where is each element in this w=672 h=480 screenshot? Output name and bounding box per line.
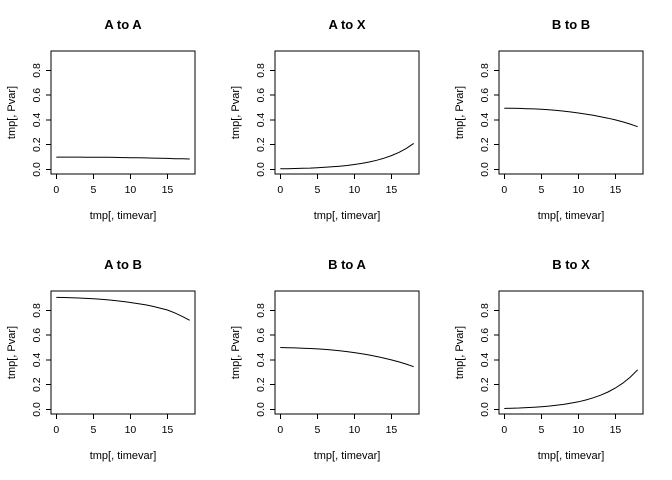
y-tick-label: 0.8 (255, 303, 267, 318)
plot-panel-a-to-b: A to B 0 5 10 15 0.0 0.2 0.4 0.6 0.8 tmp[, timevar… (6, 257, 196, 462)
y-axis-label: tmp[, Pvar] (230, 326, 242, 379)
x-axis-label: tmp[, timevar] (538, 210, 605, 222)
x-axis-label: tmp[, timevar] (538, 450, 605, 462)
x-tick-label: 0 (501, 424, 507, 436)
y-tick-label: 0.0 (255, 162, 267, 177)
plot-title: B to X (552, 257, 590, 272)
x-axis-label: tmp[, timevar] (314, 450, 381, 462)
y-tick-label: 0.0 (255, 402, 267, 417)
x-tick-label: 5 (314, 424, 320, 436)
y-tick-label: 0.8 (31, 303, 43, 318)
series-line (504, 369, 639, 409)
plot-frame (274, 290, 420, 415)
y-tick-label: 0.2 (479, 377, 491, 392)
y-axis-label: tmp[, Pvar] (6, 326, 18, 379)
plot-title: A to A (104, 17, 142, 32)
y-tick-label: 0.2 (31, 137, 43, 152)
plot-panel-a-to-a: A to A 0 5 10 15 0.0 0.2 0.4 0.6 0.8 tmp[, timevar… (6, 17, 196, 222)
x-tick-label: 15 (610, 184, 622, 196)
series-line (56, 296, 190, 321)
x-tick-label: 15 (386, 424, 398, 436)
plot-panel-a-to-x: A to X 0 5 10 15 0.0 0.2 0.4 0.6 0.8 tmp[, timevar… (230, 17, 420, 222)
y-tick-label: 0.8 (31, 63, 43, 78)
x-tick-label: 15 (386, 184, 398, 196)
x-tick-label: 10 (573, 184, 585, 196)
y-tick-label: 0.6 (255, 328, 267, 343)
y-tick-label: 0.4 (479, 352, 491, 367)
y-tick-label: 0.8 (479, 63, 491, 78)
x-tick-label: 5 (90, 184, 96, 196)
y-tick-label: 0.4 (31, 112, 43, 127)
y-tick-label: 0.6 (31, 88, 43, 103)
x-tick-label: 10 (349, 184, 361, 196)
x-tick-label: 15 (610, 424, 622, 436)
plot-panel-b-to-x: B to X 0 5 10 15 0.0 0.2 0.4 0.6 0.8 tmp[, timevar… (454, 257, 644, 462)
plot-frame (50, 50, 196, 175)
y-tick-label: 0.2 (479, 137, 491, 152)
x-axis-label: tmp[, timevar] (314, 210, 381, 222)
x-tick-label: 10 (125, 424, 137, 436)
x-axis-label: tmp[, timevar] (90, 210, 157, 222)
y-axis-label: tmp[, Pvar] (6, 86, 18, 139)
x-tick-label: 0 (277, 424, 283, 436)
y-tick-label: 0.2 (31, 377, 43, 392)
y-axis-label: tmp[, Pvar] (454, 326, 466, 379)
y-tick-label: 0.6 (255, 88, 267, 103)
x-tick-label: 10 (125, 184, 137, 196)
plot-title: A to X (328, 17, 365, 32)
plot-title: B to A (328, 257, 366, 272)
y-tick-label: 0.2 (255, 377, 267, 392)
y-tick-label: 0.4 (255, 112, 267, 127)
plot-frame (50, 290, 196, 415)
x-tick-label: 5 (314, 184, 320, 196)
y-tick-label: 0.0 (31, 402, 43, 417)
plot-title: B to B (552, 17, 590, 32)
series-line (504, 107, 638, 128)
x-tick-label: 10 (573, 424, 585, 436)
y-tick-label: 0.4 (479, 112, 491, 127)
y-tick-label: 0.6 (31, 328, 43, 343)
x-tick-label: 0 (501, 184, 507, 196)
plot-frame (498, 50, 644, 175)
x-tick-label: 0 (53, 424, 59, 436)
y-tick-label: 0.2 (255, 137, 267, 152)
y-tick-label: 0.0 (31, 162, 43, 177)
x-tick-label: 0 (277, 184, 283, 196)
y-tick-label: 0.8 (479, 303, 491, 318)
y-tick-label: 0.8 (255, 63, 267, 78)
x-tick-label: 5 (538, 184, 544, 196)
y-axis-label: tmp[, Pvar] (454, 86, 466, 139)
y-tick-label: 0.6 (479, 328, 491, 343)
plot-panel-b-to-b: B to B 0 5 10 15 0.0 0.2 0.4 0.6 0.8 tmp[, timevar… (454, 17, 644, 222)
plot-frame (498, 290, 644, 415)
y-tick-label: 0.0 (479, 162, 491, 177)
plot-panel-b-to-a: B to A 0 5 10 15 0.0 0.2 0.4 0.6 0.8 tmp[, timevar… (230, 257, 420, 462)
x-axis-label: tmp[, timevar] (90, 450, 157, 462)
series-line (280, 347, 414, 368)
x-tick-label: 15 (162, 184, 174, 196)
x-tick-label: 5 (90, 424, 96, 436)
plot-title: A to B (104, 257, 142, 272)
x-tick-label: 10 (349, 424, 361, 436)
y-tick-label: 0.6 (479, 88, 491, 103)
y-tick-label: 0.4 (31, 352, 43, 367)
y-tick-label: 0.0 (479, 402, 491, 417)
x-tick-label: 0 (53, 184, 59, 196)
x-tick-label: 15 (162, 424, 174, 436)
y-axis-label: tmp[, Pvar] (230, 86, 242, 139)
series-line (280, 142, 414, 170)
y-tick-label: 0.4 (255, 352, 267, 367)
series-line (56, 156, 190, 160)
x-tick-label: 5 (538, 424, 544, 436)
plot-frame (274, 50, 420, 175)
